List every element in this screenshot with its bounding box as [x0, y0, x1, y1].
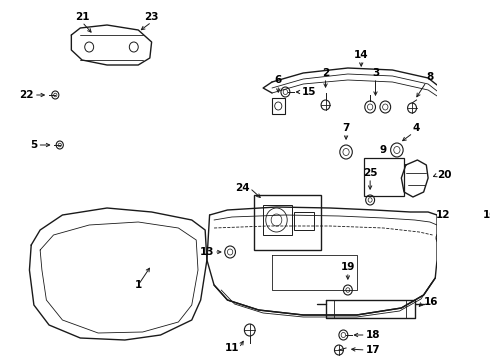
Bar: [263, 205, 292, 235]
Text: 20: 20: [437, 170, 451, 180]
Text: 11: 11: [224, 343, 239, 353]
Text: 25: 25: [363, 168, 377, 178]
Text: 16: 16: [424, 297, 438, 307]
Text: 5: 5: [30, 140, 37, 150]
Text: 8: 8: [426, 72, 434, 82]
Text: 2: 2: [322, 68, 329, 78]
Text: 19: 19: [341, 262, 355, 272]
Text: 23: 23: [145, 12, 159, 22]
Text: 22: 22: [20, 90, 34, 100]
Bar: [272, 98, 285, 114]
Bar: [364, 158, 404, 196]
Text: 21: 21: [75, 12, 89, 22]
Text: 4: 4: [413, 123, 420, 133]
Text: 15: 15: [301, 87, 316, 97]
Text: 7: 7: [343, 123, 350, 133]
Bar: [254, 195, 321, 250]
Text: 24: 24: [235, 183, 250, 193]
Text: 10: 10: [482, 210, 490, 220]
Text: 1: 1: [135, 280, 142, 290]
Text: 13: 13: [199, 247, 214, 257]
Text: 12: 12: [436, 210, 450, 220]
Text: 9: 9: [380, 145, 387, 155]
Text: 17: 17: [366, 345, 380, 355]
Text: 3: 3: [372, 68, 379, 78]
Text: 14: 14: [354, 50, 368, 60]
Text: 18: 18: [366, 330, 380, 340]
Bar: [294, 212, 314, 230]
Text: 6: 6: [274, 75, 282, 85]
